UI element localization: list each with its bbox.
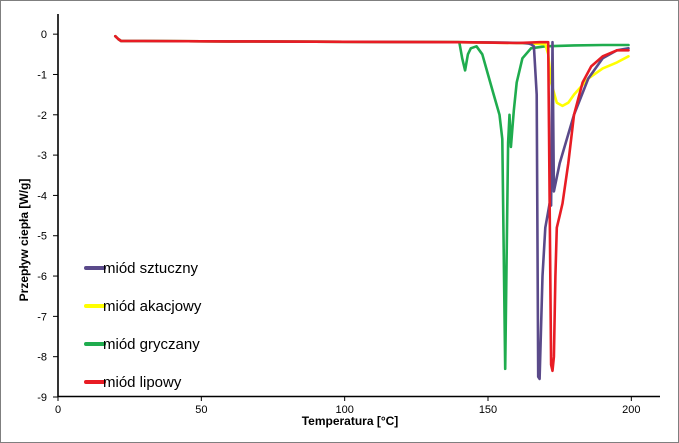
series-line-3 <box>114 34 630 373</box>
y-tick-label: -5 <box>37 231 47 243</box>
plot-series <box>114 34 630 381</box>
x-ticks: 0 50 100 150 200 <box>55 396 641 416</box>
legend-label: miód akacjowy <box>103 298 202 315</box>
x-tick-label: 150 <box>479 404 497 416</box>
x-axis-title: Temperatura [°C] <box>302 414 399 428</box>
y-tick-label: -3 <box>37 150 47 162</box>
legend: miód sztuczny miód akacjowy miód gryczany m… <box>84 260 202 391</box>
y-tick-label: -9 <box>37 392 47 404</box>
y-tick-label: -6 <box>37 271 47 283</box>
y-tick-label: -4 <box>37 190 47 202</box>
y-tick-label: -1 <box>37 69 47 81</box>
y-tick-label: 0 <box>41 29 47 41</box>
y-tick-label: -8 <box>37 352 47 364</box>
legend-label: miód lipowy <box>103 374 182 391</box>
y-tick-label: -2 <box>37 110 47 122</box>
y-tick-label: -7 <box>37 311 47 323</box>
x-tick-label: 0 <box>55 404 61 416</box>
y-axis-title: Przepływ ciepła [W/g] <box>17 179 31 302</box>
x-tick-label: 200 <box>622 404 640 416</box>
legend-label: miód gryczany <box>103 336 200 353</box>
x-tick-label: 50 <box>195 404 207 416</box>
legend-label: miód sztuczny <box>103 260 199 277</box>
y-ticks: 0 -1 -2 -3 -4 -5 -6 -7 -8 -9 <box>37 29 58 404</box>
x-tick-label: 100 <box>335 404 353 416</box>
